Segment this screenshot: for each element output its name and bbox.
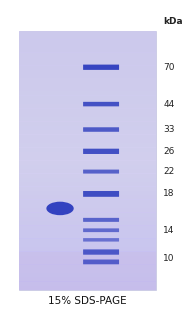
Bar [19, 156, 156, 161]
Bar [19, 78, 156, 83]
Bar [19, 134, 156, 139]
Bar [19, 260, 156, 265]
Bar [19, 256, 156, 260]
Bar [19, 57, 156, 61]
Bar [19, 48, 156, 53]
Bar [19, 195, 156, 200]
FancyBboxPatch shape [83, 127, 119, 132]
FancyBboxPatch shape [83, 260, 119, 264]
FancyBboxPatch shape [83, 191, 119, 197]
Bar [19, 165, 156, 169]
Bar [19, 238, 156, 243]
Text: 15% SDS-PAGE: 15% SDS-PAGE [48, 296, 127, 306]
Bar [19, 230, 156, 234]
Bar [19, 160, 156, 165]
Bar [19, 281, 156, 286]
FancyBboxPatch shape [83, 218, 119, 222]
FancyBboxPatch shape [83, 228, 119, 232]
Text: 33: 33 [163, 125, 175, 134]
Ellipse shape [46, 202, 74, 215]
FancyBboxPatch shape [83, 102, 119, 106]
Bar [19, 61, 156, 66]
Bar [19, 286, 156, 290]
FancyBboxPatch shape [83, 249, 119, 255]
Bar [19, 269, 156, 273]
Bar [19, 31, 156, 35]
Bar [19, 204, 156, 208]
Bar [19, 178, 156, 182]
Bar [19, 277, 156, 282]
Text: 22: 22 [163, 167, 175, 176]
Bar [19, 221, 156, 226]
Bar [19, 139, 156, 143]
FancyBboxPatch shape [83, 65, 119, 70]
FancyBboxPatch shape [83, 238, 119, 242]
Bar [19, 65, 156, 70]
Bar [19, 83, 156, 87]
Bar [19, 252, 156, 290]
Bar [19, 186, 156, 191]
Bar [19, 74, 156, 78]
Bar [19, 31, 156, 290]
Bar [19, 39, 156, 44]
Bar [19, 217, 156, 221]
Bar [19, 273, 156, 277]
Bar [19, 121, 156, 126]
Text: 70: 70 [163, 63, 175, 72]
Text: 44: 44 [163, 99, 175, 108]
Bar [19, 91, 156, 96]
Bar [19, 87, 156, 91]
Bar [19, 225, 156, 230]
Bar [19, 212, 156, 217]
Bar [19, 126, 156, 130]
Bar [19, 70, 156, 74]
Bar [19, 152, 156, 156]
Bar [19, 147, 156, 152]
Bar [19, 52, 156, 57]
Text: 14: 14 [163, 226, 175, 235]
Bar [19, 35, 156, 40]
Bar [19, 247, 156, 252]
Bar [19, 191, 156, 195]
Text: 18: 18 [163, 189, 175, 198]
Bar [19, 251, 156, 256]
Bar [19, 130, 156, 135]
Bar [19, 208, 156, 213]
Bar [19, 44, 156, 48]
Bar [19, 95, 156, 100]
FancyBboxPatch shape [83, 149, 119, 154]
Bar [19, 100, 156, 104]
Bar [19, 108, 156, 113]
Bar [19, 182, 156, 187]
Bar [19, 113, 156, 117]
Bar [19, 143, 156, 148]
Text: 26: 26 [163, 147, 175, 156]
Bar [19, 117, 156, 122]
Bar [19, 104, 156, 109]
Bar [19, 234, 156, 239]
Bar [19, 173, 156, 178]
Text: kDa: kDa [163, 17, 183, 26]
Bar [19, 243, 156, 247]
Bar [19, 199, 156, 204]
Bar [19, 169, 156, 174]
FancyBboxPatch shape [83, 170, 119, 174]
Bar [19, 264, 156, 269]
Text: 10: 10 [163, 253, 175, 263]
